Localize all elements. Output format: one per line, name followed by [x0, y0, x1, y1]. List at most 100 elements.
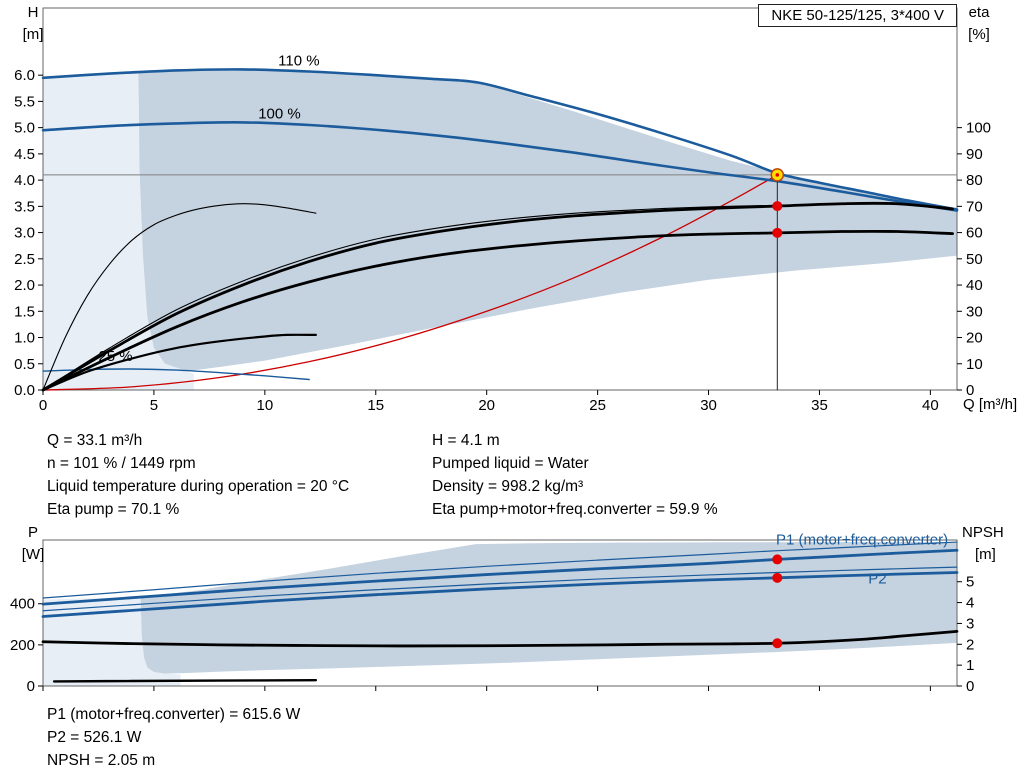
light-operating-region	[43, 597, 181, 686]
dark-operating-region	[140, 541, 958, 674]
dark-operating-region	[138, 68, 958, 372]
speed-curve-100	[41, 121, 959, 212]
info-flow: Q = 33.1 m³/h	[47, 432, 143, 449]
svg-text:0: 0	[966, 678, 974, 695]
svg-text:90: 90	[966, 146, 983, 163]
h-axis-unit: [m]	[22, 26, 44, 43]
info-temperature: Liquid temperature during operation = 20…	[47, 478, 350, 495]
svg-text:100: 100	[966, 120, 991, 137]
plot-frame	[42, 7, 958, 391]
p2-upper-thin-curve	[42, 566, 958, 612]
svg-text:20: 20	[966, 330, 983, 347]
info-eta-total: Eta pump+motor+freq.converter = 59.9 %	[432, 501, 718, 518]
npsh-axis-label: NPSH	[962, 524, 1004, 541]
npsh-axis-unit: [m]	[975, 546, 996, 563]
svg-text:6.0: 6.0	[14, 67, 35, 84]
info-density: Density = 998.2 kg/m³	[432, 478, 584, 495]
eta-pump-curve	[41, 201, 954, 392]
eta-axis-unit: [%]	[968, 26, 990, 43]
svg-text:5.0: 5.0	[14, 120, 35, 137]
svg-text:35: 35	[811, 397, 828, 414]
svg-text:15: 15	[367, 397, 384, 414]
svg-text:20: 20	[478, 397, 495, 414]
svg-text:0.5: 0.5	[14, 356, 35, 373]
operating-data-left: Q = 33.1 m³/h n = 101 % / 1449 rpm Liqui…	[47, 429, 349, 521]
duty-dot	[772, 572, 783, 583]
eta-pump-25-curve	[42, 203, 317, 391]
svg-text:4.0: 4.0	[14, 172, 35, 189]
svg-text:30: 30	[966, 303, 983, 320]
svg-text:0.0: 0.0	[14, 382, 35, 399]
p2-curve	[41, 571, 959, 618]
p-axis-label: P	[27, 524, 38, 541]
svg-text:40: 40	[966, 277, 983, 294]
npsh-25-curve	[52, 678, 318, 683]
svg-text:0: 0	[27, 678, 35, 695]
info-liquid: Pumped liquid = Water	[432, 455, 589, 472]
q-axis-label: Q [m³/h]	[963, 396, 1018, 413]
npsh-curve	[41, 629, 959, 648]
svg-text:10: 10	[966, 356, 983, 373]
power-npsh-chart: 0 200 400 0 1 2 3 4 5 P1 (motor+freq.converter) P2	[10, 532, 974, 695]
svg-text:0: 0	[39, 397, 47, 414]
hq-eta-chart: 0 5 10 15 20 25 30 35 40 0.0 0.5 1.0 1.5 2.0 2.5 3.0 3.5…	[14, 7, 991, 414]
svg-text:200: 200	[10, 637, 35, 654]
svg-text:30: 30	[700, 397, 717, 414]
eta-pump-thin-curve	[42, 204, 778, 391]
svg-text:3.5: 3.5	[14, 198, 35, 215]
curve-label: 100 %	[258, 106, 301, 123]
svg-text:1.0: 1.0	[14, 330, 35, 347]
eta-total-curve	[41, 229, 954, 392]
p-axis-unit: [W]	[21, 546, 45, 563]
svg-text:5: 5	[150, 397, 158, 414]
curve-label: 25 %	[98, 348, 132, 365]
svg-text:60: 60	[966, 225, 983, 242]
svg-text:400: 400	[10, 596, 35, 613]
duty-dot	[772, 201, 783, 212]
power-results: P1 (motor+freq.converter) = 615.6 W P2 =…	[47, 703, 300, 772]
svg-text:40: 40	[922, 397, 939, 414]
system-curve	[42, 174, 778, 391]
duty-dot	[772, 638, 783, 649]
curve-label: P1 (motor+freq.converter)	[776, 532, 948, 549]
p1-curve	[41, 548, 959, 606]
info-head: H = 4.1 m	[432, 432, 500, 449]
svg-text:3.0: 3.0	[14, 225, 35, 242]
result-npsh: NPSH = 2.05 m	[47, 752, 156, 769]
pump-model-title: NKE 50-125/125, 3*400 V	[758, 4, 957, 27]
svg-text:4: 4	[966, 595, 974, 612]
p1-upper-thin-curve	[42, 541, 958, 599]
axis-ticks: 0 5 10 15 20 25 30 35 40 0.0 0.5 1.0 1.5 2.0 2.5 3.0 3.5…	[14, 67, 991, 414]
svg-text:80: 80	[966, 172, 983, 189]
eta-axis-label: eta	[968, 4, 990, 21]
svg-text:1: 1	[966, 657, 974, 674]
svg-text:2.0: 2.0	[14, 277, 35, 294]
h-axis-label: H	[27, 4, 39, 21]
duty-point-center	[775, 173, 780, 177]
svg-text:25: 25	[589, 397, 606, 414]
svg-text:3: 3	[966, 615, 974, 632]
info-eta-pump: Eta pump = 70.1 %	[47, 501, 180, 518]
curve-label: P2	[868, 571, 886, 588]
result-p1: P1 (motor+freq.converter) = 615.6 W	[47, 706, 301, 723]
plot-frame	[42, 539, 958, 687]
svg-text:1.5: 1.5	[14, 303, 35, 320]
svg-text:70: 70	[966, 198, 983, 215]
svg-text:4.5: 4.5	[14, 146, 35, 163]
speed-curve-110	[41, 68, 959, 211]
svg-text:0: 0	[966, 382, 974, 399]
operating-data-right: H = 4.1 m Pumped liquid = Water Density …	[432, 429, 718, 521]
svg-text:5: 5	[966, 574, 974, 591]
curve-label: 110 %	[278, 53, 319, 70]
duty-dot	[772, 227, 783, 238]
svg-text:10: 10	[257, 397, 274, 414]
svg-text:2.5: 2.5	[14, 251, 35, 268]
svg-text:5.5: 5.5	[14, 93, 35, 110]
duty-dot	[772, 554, 783, 565]
svg-text:2: 2	[966, 636, 974, 653]
eta-total-25-curve	[41, 333, 317, 392]
svg-text:50: 50	[966, 251, 983, 268]
info-speed: n = 101 % / 1449 rpm	[47, 455, 196, 472]
